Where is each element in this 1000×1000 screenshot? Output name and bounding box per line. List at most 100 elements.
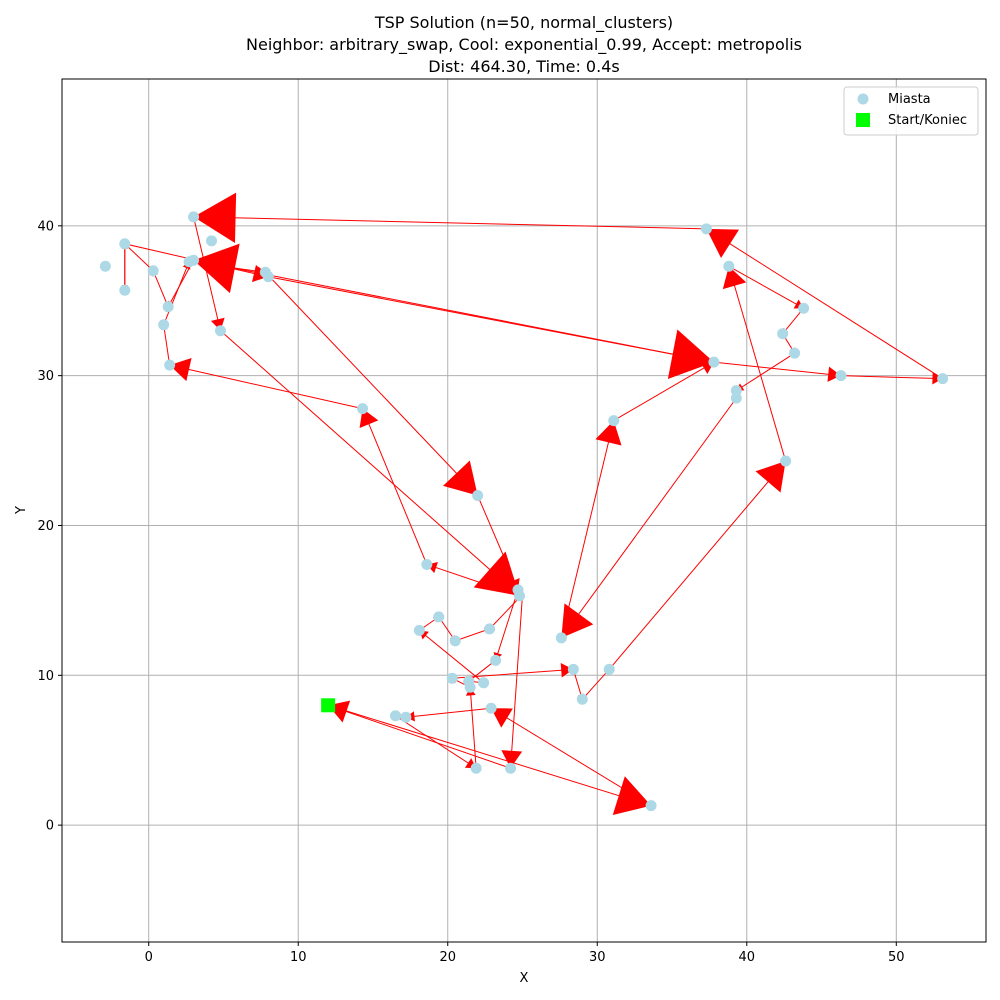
city-point	[490, 654, 502, 666]
city-point	[147, 265, 159, 277]
route-segment	[706, 228, 943, 380]
route-arrowhead	[612, 776, 652, 815]
route-segment	[169, 364, 363, 410]
route-segment	[608, 460, 787, 670]
route-segment	[163, 324, 171, 366]
route-segment	[268, 276, 714, 363]
route-segment	[327, 704, 652, 807]
x-tick-label: 20	[439, 950, 456, 965]
route-segment	[264, 271, 479, 496]
city-point	[789, 347, 801, 359]
x-tick-label: 30	[589, 950, 606, 965]
route-segment	[193, 216, 707, 230]
city-point	[449, 635, 461, 647]
city-point	[777, 328, 789, 340]
legend-label-start: Start/Koniec	[888, 113, 967, 128]
route-segment	[468, 659, 496, 682]
x-tick-label: 10	[290, 950, 307, 965]
x-tick-label: 50	[888, 950, 905, 965]
route-segment	[581, 668, 610, 700]
legend-label-cities: Miasta	[888, 92, 931, 107]
y-axis-label: Y	[14, 506, 29, 515]
route-arrowhead	[560, 662, 574, 678]
route-arrowhead	[473, 551, 520, 596]
route-arrowhead	[193, 243, 240, 294]
route-segment	[728, 266, 787, 462]
route-segment	[327, 704, 511, 769]
city-point	[567, 663, 579, 675]
city-point	[576, 693, 588, 705]
title-line-2: Neighbor: arbitrary_swap, Cool: exponent…	[246, 35, 802, 55]
route-arrowhead	[667, 329, 714, 380]
axis-ticks: 0 10 20 30 40 50 0 10 20 30 40	[37, 219, 904, 965]
city-point	[505, 762, 517, 774]
city-point	[446, 672, 458, 684]
route-arrowhead	[501, 750, 523, 769]
city-point	[119, 238, 131, 250]
route-arrowhead	[755, 461, 786, 493]
start-end-marker	[321, 698, 336, 713]
route-arrowhead	[722, 266, 747, 290]
route-segment	[124, 243, 154, 272]
legend-box	[843, 86, 979, 136]
city-point	[484, 623, 496, 635]
route-arrowhead	[827, 366, 841, 382]
city-point	[188, 211, 200, 223]
city-point	[645, 800, 657, 812]
route-segment	[613, 361, 715, 422]
y-tick-label: 10	[37, 669, 54, 684]
title-line-3: Dist: 464.30, Time: 0.4s	[428, 57, 619, 76]
city-point	[555, 632, 567, 644]
route-arrowhead	[169, 357, 192, 382]
title-line-1: TSP Solution (n=50, normal_clusters)	[374, 13, 673, 33]
city-point	[421, 558, 433, 570]
legend-start-marker	[856, 113, 870, 127]
city-point	[162, 301, 174, 313]
city-point	[400, 711, 412, 723]
route-arrowhead	[595, 420, 622, 446]
start-end-marker-layer	[321, 698, 336, 713]
city-point	[708, 356, 720, 368]
city-point	[463, 675, 475, 687]
city-point	[485, 702, 497, 714]
city-point	[188, 254, 200, 266]
city-point	[99, 260, 111, 272]
route-segment	[362, 408, 428, 565]
route-segment	[455, 628, 490, 642]
city-point	[700, 223, 712, 235]
y-tick-label: 40	[37, 219, 54, 234]
city-point	[357, 403, 369, 415]
route-segment	[152, 270, 169, 307]
city-point	[835, 370, 847, 382]
grid	[62, 79, 986, 942]
city-point	[413, 624, 425, 636]
city-point	[608, 415, 620, 427]
route-arrowhead	[491, 708, 513, 728]
route-segment	[728, 265, 804, 309]
y-tick-label: 30	[37, 369, 54, 384]
city-point	[214, 325, 226, 337]
route-segment	[193, 216, 221, 331]
route-segment	[477, 495, 519, 591]
route-segment	[220, 330, 520, 597]
route-segment	[452, 668, 574, 679]
route-segment	[560, 397, 737, 639]
x-tick-label: 40	[739, 950, 756, 965]
route-segment	[736, 352, 795, 392]
city-point	[119, 284, 131, 296]
route-segment	[163, 261, 190, 325]
city-point	[478, 677, 490, 689]
route-arrowhead	[706, 228, 740, 258]
city-point	[206, 235, 218, 247]
city-point	[780, 455, 792, 467]
city-point	[512, 584, 524, 596]
city-point	[389, 710, 401, 722]
city-point	[164, 359, 176, 371]
route-segment	[490, 707, 652, 807]
chart-title: TSP Solution (n=50, normal_clusters) Nei…	[246, 13, 802, 76]
city-point	[472, 490, 484, 502]
route-arrowhead	[443, 460, 478, 496]
city-point	[470, 762, 482, 774]
